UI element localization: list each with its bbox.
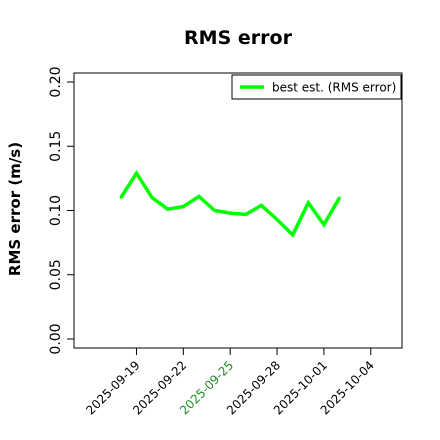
series-line xyxy=(119,169,342,238)
data-point xyxy=(322,223,326,226)
legend-label: best est. (RMS error) xyxy=(272,81,396,95)
data-point xyxy=(150,196,154,199)
x-axis: 2025-09-192025-09-222025-09-252025-09-28… xyxy=(83,348,377,417)
y-axis: 0.00 0.05 0.10 0.15 0.20 xyxy=(48,66,74,355)
y-tick-label: 0.10 xyxy=(48,195,64,226)
chart-title: RMS error xyxy=(184,27,293,49)
data-point xyxy=(135,172,138,175)
y-tick-label: 0.05 xyxy=(48,259,64,290)
series-layer xyxy=(119,169,342,238)
data-point xyxy=(291,233,294,237)
data-point xyxy=(307,201,310,204)
y-tick-label: 0.15 xyxy=(48,131,64,162)
y-axis-label: RMS error (m/s) xyxy=(6,142,24,276)
data-point xyxy=(275,218,279,221)
data-point xyxy=(182,205,185,208)
data-point xyxy=(197,195,201,198)
legend: best est. (RMS error) xyxy=(231,74,402,100)
data-point xyxy=(338,196,341,199)
data-point xyxy=(260,204,263,207)
data-point xyxy=(166,208,169,211)
data-point xyxy=(119,196,123,199)
data-point xyxy=(213,209,216,212)
y-tick-label: 0.20 xyxy=(48,66,64,97)
data-point xyxy=(244,213,248,216)
y-tick-label: 0.00 xyxy=(48,323,64,354)
plot-area xyxy=(73,72,403,349)
data-point xyxy=(228,211,232,215)
